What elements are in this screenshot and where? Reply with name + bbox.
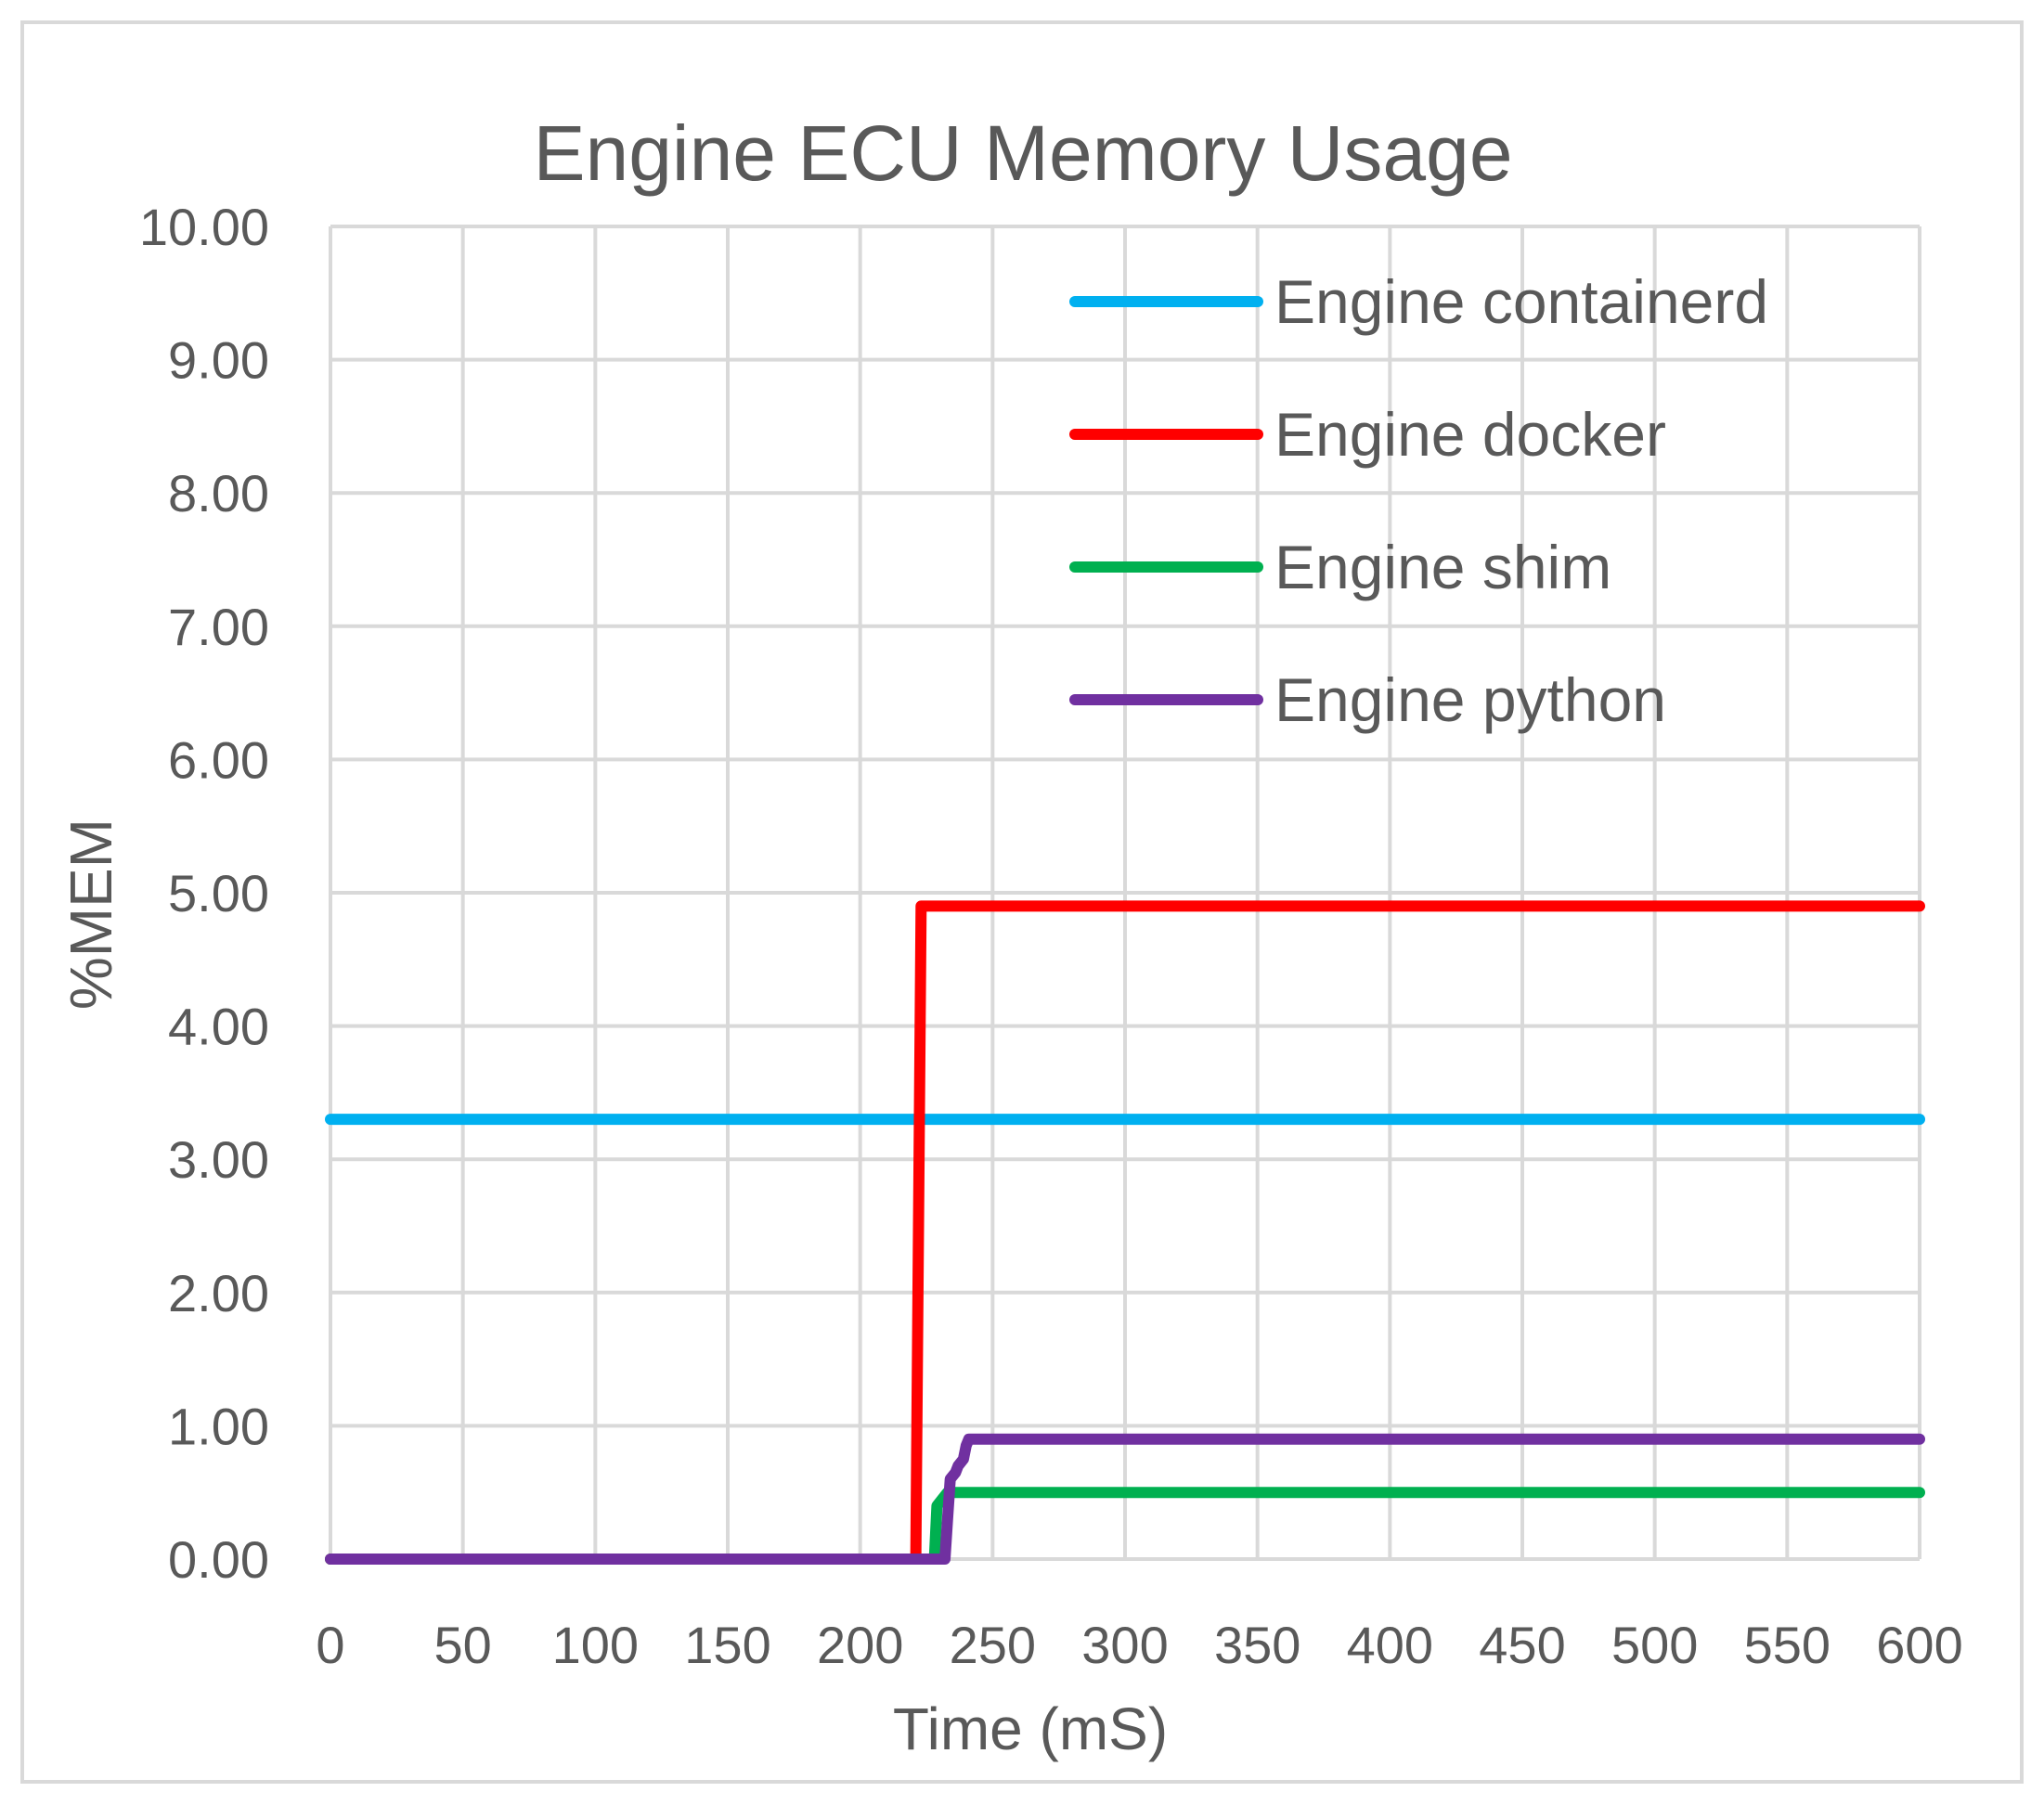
series-line [325,1433,1925,1565]
y-axis-label: %MEM [58,819,124,1010]
x-tick-label: 450 [1479,1616,1565,1674]
y-tick-label: 3.00 [168,1130,269,1189]
legend-label: Engine containerd [1274,267,1768,336]
gridlines [329,225,1921,1561]
y-tick-label: 0.00 [168,1530,269,1589]
y-tick-label: 6.00 [168,730,269,789]
series-lines [325,900,1925,1565]
y-tick-label: 1.00 [168,1397,269,1455]
x-tick-label: 250 [950,1616,1036,1674]
x-tick-label: 550 [1744,1616,1831,1674]
x-tick-label: 50 [434,1616,492,1674]
chart-title: Engine ECU Memory Usage [533,110,1512,197]
x-axis-ticks: 0 50 100 150 200 250 300 350 400 450 500 550 600 [316,1616,1962,1674]
y-tick-label: 7.00 [168,598,269,656]
x-tick-label: 500 [1611,1616,1698,1674]
x-tick-label: 400 [1347,1616,1433,1674]
x-tick-label: 600 [1876,1616,1962,1674]
x-tick-label: 150 [684,1616,770,1674]
y-axis-ticks: 0.00 1.00 2.00 3.00 4.00 5.00 6.00 7.00 8.00 9.00… [139,198,269,1589]
y-tick-label: 5.00 [168,864,269,922]
x-axis-label: Time (mS) [893,1695,1168,1762]
y-tick-label: 2.00 [168,1264,269,1322]
legend-label: Engine python [1274,665,1666,734]
y-tick-label: 9.00 [168,331,269,390]
legend: Engine containerd Engine docker Engine shi… [1069,267,1768,734]
x-tick-label: 350 [1214,1616,1300,1674]
x-tick-label: 300 [1081,1616,1168,1674]
y-tick-label: 8.00 [168,464,269,522]
x-tick-label: 100 [552,1616,639,1674]
legend-label: Engine docker [1274,400,1666,469]
x-tick-label: 200 [817,1616,903,1674]
y-tick-label: 4.00 [168,998,269,1056]
y-tick-label: 10.00 [139,198,269,256]
x-tick-label: 0 [316,1616,344,1674]
legend-label: Engine shim [1274,533,1611,601]
